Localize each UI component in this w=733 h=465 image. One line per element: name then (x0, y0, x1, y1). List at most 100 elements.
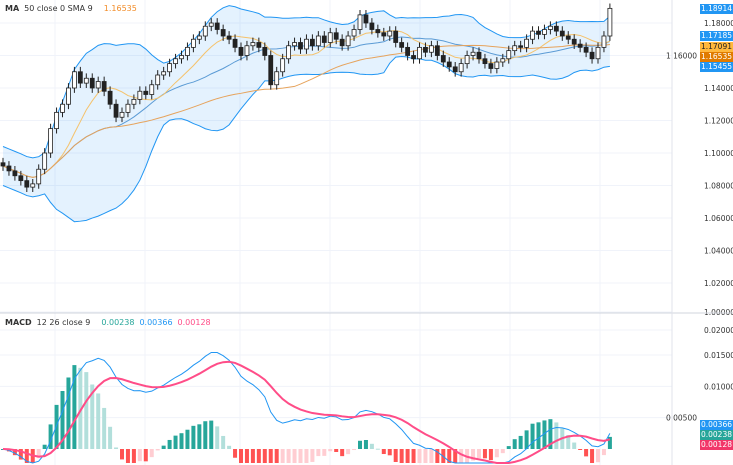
candle-body (24, 180, 30, 188)
candle (315, 31, 321, 51)
candle-body (327, 32, 333, 43)
macd-histogram-bar (375, 448, 380, 450)
macd-axis-label: 0.02000 (704, 326, 733, 335)
candle (553, 21, 559, 36)
macd-histogram-bar (161, 445, 166, 449)
candle-body (72, 71, 77, 89)
price-axis-label: 1.02000 (704, 279, 733, 288)
macd-histogram-bar (447, 449, 452, 463)
candle (339, 34, 345, 51)
candle-body (524, 38, 529, 48)
candle-body (464, 55, 470, 65)
macd-histogram-bar (500, 449, 505, 454)
candle (452, 62, 458, 77)
macd-histogram-bar (42, 444, 47, 449)
candle-body (571, 38, 577, 45)
candle (179, 50, 184, 64)
macd-histogram-bar (506, 446, 511, 449)
candle (149, 79, 155, 100)
macd-histogram-bar (328, 449, 333, 452)
candle-body (476, 51, 482, 60)
macd-histogram-bar (36, 449, 41, 459)
macd-histogram-bar (369, 443, 374, 449)
macd-histogram-bar (286, 449, 291, 463)
candle (351, 24, 357, 41)
candle-body (232, 38, 238, 48)
macd-histogram-bar (185, 429, 190, 449)
candle (327, 27, 333, 48)
candle-body (375, 29, 381, 34)
candle-body (137, 90, 143, 100)
candle (268, 50, 274, 90)
candle-body (155, 74, 161, 86)
candle-body (262, 46, 268, 56)
candle (95, 76, 101, 93)
candle-body (321, 35, 327, 43)
macd-histogram-bar (435, 449, 440, 463)
candle-body (190, 38, 196, 48)
candle-body (286, 45, 292, 60)
macd-histogram-bar (84, 372, 89, 449)
candle-body (470, 51, 476, 56)
macd-histogram-bar (72, 365, 77, 449)
candle-body (48, 128, 53, 154)
macd-histogram-bar (54, 404, 59, 449)
macd-histogram-bar (607, 436, 612, 449)
macd-histogram-bar (244, 449, 249, 463)
candle-body (417, 46, 422, 60)
macd-line-value: 0.00366 (139, 318, 173, 327)
macd-histogram-bar (227, 445, 232, 449)
macd-histogram-bar (256, 449, 261, 463)
macd-histogram-bar (96, 393, 101, 449)
candle (48, 123, 53, 158)
candle (321, 31, 327, 48)
candle (155, 70, 161, 90)
macd-axis-label: 0.01000 (704, 382, 733, 391)
macd-histogram-bar (405, 449, 410, 463)
candle (530, 26, 535, 45)
candle (345, 31, 351, 51)
macd-histogram-bar (48, 424, 53, 449)
candle (470, 47, 476, 61)
macd-histogram-bar (340, 449, 345, 457)
macd-histogram-bar (120, 449, 124, 460)
macd-histogram-bar (554, 422, 559, 449)
macd-histogram-bar (268, 449, 273, 463)
candle (548, 21, 553, 35)
candle (387, 26, 393, 41)
price-tag-bb-lower: 1.15455 (700, 62, 733, 72)
macd-histogram-bar (334, 449, 339, 452)
candle (440, 50, 446, 67)
macd-histogram-bar (108, 426, 113, 449)
candle-body (250, 42, 256, 47)
candle-body (607, 7, 613, 37)
candle-body (309, 38, 315, 47)
candle-body (185, 46, 190, 56)
macd-histogram-bar (274, 449, 279, 463)
candle (214, 18, 220, 35)
candle-body (66, 87, 71, 105)
candle-body (405, 46, 411, 56)
macd-histogram-bar (393, 449, 398, 462)
price-axis-label: 1.16000 (666, 52, 697, 61)
candle (244, 40, 250, 61)
candle-body (226, 35, 232, 40)
macd-histogram-bar (411, 449, 416, 463)
macd-histogram-bar (578, 449, 583, 450)
candle-body (30, 183, 36, 188)
candle-body (292, 42, 297, 47)
price-axis-label: 1.06000 (704, 214, 733, 223)
candle (512, 40, 518, 56)
candle (458, 58, 464, 77)
macd-histogram-bar (536, 422, 541, 449)
candle (399, 37, 405, 53)
macd-histogram-bar (584, 449, 589, 457)
candle (190, 34, 196, 53)
macd-histogram-bar (18, 449, 23, 460)
candle (101, 76, 107, 97)
macd-histogram-bar (149, 449, 154, 458)
candle-body (500, 58, 506, 63)
candle-body (280, 58, 286, 73)
candle (417, 42, 422, 64)
